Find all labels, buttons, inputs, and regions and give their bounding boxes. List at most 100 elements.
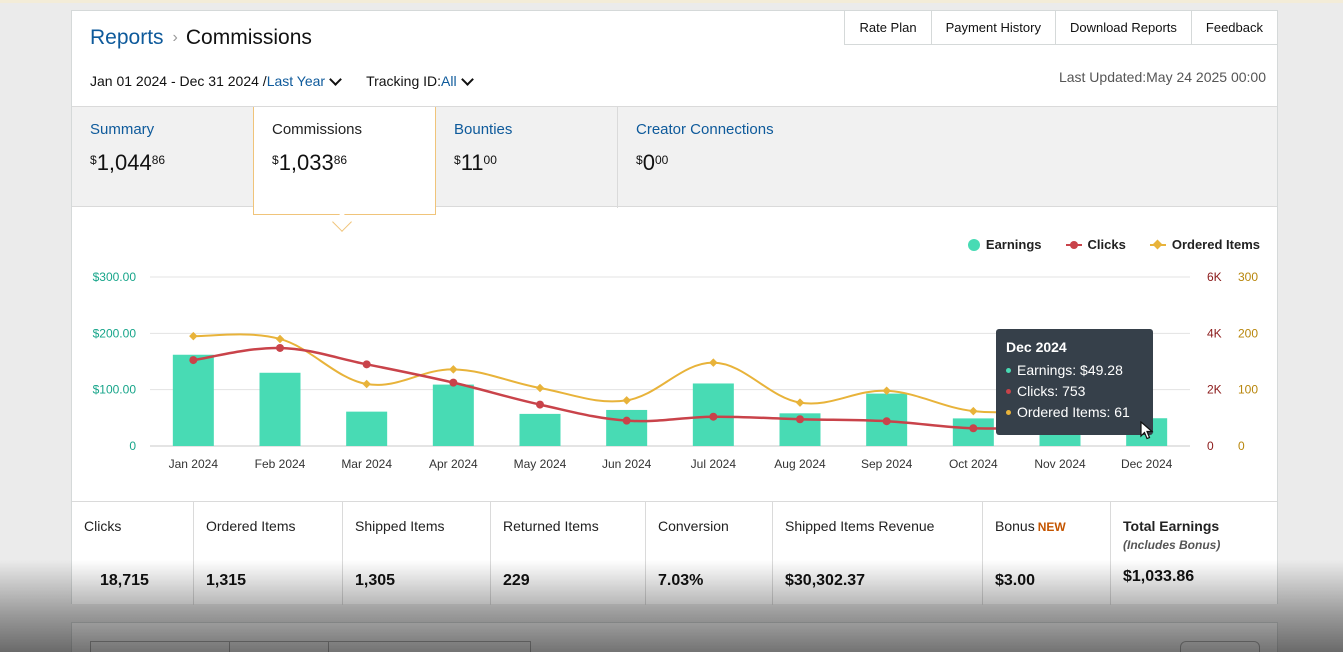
clicks-axis-tick: 2K bbox=[1207, 383, 1222, 397]
tab-creator-connections-amount: $0 00 bbox=[636, 150, 900, 176]
tab-bounties-amount: $11 00 bbox=[454, 150, 599, 176]
amount-whole: 11 bbox=[460, 150, 484, 175]
metric-label: Bonus NEW bbox=[995, 518, 1098, 534]
legend-ordered-items-label: Ordered Items bbox=[1171, 237, 1260, 252]
x-axis-tick: Nov 2024 bbox=[1034, 457, 1086, 471]
tooltip-clicks-text: Clicks: 753 bbox=[1017, 383, 1086, 399]
clicks-point bbox=[709, 412, 718, 421]
date-range-text: Jan 01 2024 - Dec 31 2024 / bbox=[90, 73, 267, 89]
earnings-bar bbox=[432, 384, 474, 446]
ordered-items-axis-tick: 200 bbox=[1238, 326, 1258, 340]
metric-shipped-items: Shipped Items 1,305 bbox=[343, 502, 491, 605]
x-axis-tick: Oct 2024 bbox=[949, 457, 998, 471]
x-axis-tick: Sep 2024 bbox=[861, 457, 913, 471]
top-border bbox=[0, 0, 1343, 3]
bonus-label: Bonus bbox=[995, 518, 1035, 534]
metric-value: $3.00 bbox=[995, 572, 1036, 589]
amount-whole: 1,033 bbox=[278, 150, 334, 175]
x-axis-tick: Apr 2024 bbox=[429, 457, 478, 471]
metric-value: 229 bbox=[503, 572, 530, 589]
new-badge: NEW bbox=[1037, 520, 1066, 534]
currency-symbol: $ bbox=[454, 153, 461, 167]
payment-history-button[interactable]: Payment History bbox=[931, 10, 1056, 45]
date-preset-dropdown[interactable]: Last Year bbox=[266, 73, 326, 89]
table-tab[interactable] bbox=[328, 641, 531, 652]
tooltip-row-ordered-items: Ordered Items: 61 bbox=[1006, 404, 1143, 420]
download-reports-button[interactable]: Download Reports bbox=[1055, 10, 1192, 45]
metric-returned-items: Returned Items 229 bbox=[491, 502, 646, 605]
metric-label: Total Earnings bbox=[1123, 518, 1220, 534]
metric-value: $1,033.86 bbox=[1123, 568, 1195, 585]
metric-label: Shipped Items Revenue bbox=[785, 518, 935, 534]
earnings-dot-icon bbox=[967, 238, 980, 251]
rate-plan-button[interactable]: Rate Plan bbox=[844, 10, 932, 45]
summary-tabs: Summary $1,044 86 Commissions $1,033 86 Bo… bbox=[72, 106, 1277, 215]
clicks-dot-icon bbox=[1006, 388, 1011, 394]
clicks-axis-tick: 4K bbox=[1207, 326, 1222, 340]
date-filter-row: Jan 01 2024 - Dec 31 2024 / Last Year Tr… bbox=[90, 72, 480, 89]
ordered-items-point bbox=[275, 334, 285, 344]
ordered-items-line-icon bbox=[1149, 239, 1166, 249]
ordered-items-point bbox=[535, 383, 545, 393]
currency-symbol: $ bbox=[90, 153, 97, 167]
ordered-items-axis-tick: 300 bbox=[1238, 270, 1258, 284]
metric-shipped-items-revenue: Shipped Items Revenue $30,302.37 bbox=[773, 502, 983, 605]
chevron-down-icon[interactable] bbox=[329, 72, 342, 86]
breadcrumb-reports-link[interactable]: Reports bbox=[90, 26, 164, 49]
clicks-point bbox=[449, 378, 458, 387]
tab-summary[interactable]: Summary $1,044 86 bbox=[72, 107, 254, 208]
breadcrumb: Reports › Commissions bbox=[90, 26, 312, 50]
tab-summary-title: Summary bbox=[90, 121, 155, 138]
tooltip-row-earnings: Earnings: $49.28 bbox=[1006, 362, 1143, 378]
amount-cents: 00 bbox=[654, 153, 669, 167]
tab-commissions-title: Commissions bbox=[272, 121, 363, 138]
tab-bounties[interactable]: Bounties $11 00 bbox=[436, 107, 618, 208]
ordered-items-point bbox=[362, 379, 371, 389]
x-axis-tick: Feb 2024 bbox=[255, 457, 306, 471]
earnings-bar bbox=[259, 372, 301, 446]
tab-commissions[interactable]: Commissions $1,033 86 bbox=[253, 107, 436, 215]
clicks-point bbox=[622, 416, 631, 425]
table-action-button[interactable] bbox=[1180, 641, 1260, 652]
legend-clicks-label: Clicks bbox=[1087, 237, 1126, 252]
tracking-id-value[interactable]: All bbox=[441, 73, 457, 89]
feedback-button[interactable]: Feedback bbox=[1191, 10, 1278, 45]
tab-bounties-title: Bounties bbox=[454, 121, 513, 138]
table-tab[interactable] bbox=[90, 641, 230, 652]
left-axis-tick: $100.00 bbox=[93, 383, 137, 397]
x-axis-tick: Jun 2024 bbox=[602, 457, 652, 471]
clicks-axis-tick: 0 bbox=[1207, 439, 1214, 453]
ordered-items-point bbox=[622, 396, 631, 405]
metric-value: 18,715 bbox=[100, 572, 149, 589]
earnings-dot-icon bbox=[1006, 367, 1011, 373]
left-axis-tick: 0 bbox=[129, 439, 136, 453]
tooltip-title: Dec 2024 bbox=[1006, 339, 1067, 355]
legend-clicks[interactable]: Clicks bbox=[1065, 237, 1126, 252]
chevron-down-icon[interactable] bbox=[460, 72, 474, 86]
ordered-items-point bbox=[882, 386, 891, 396]
metric-conversion: Conversion 7.03% bbox=[646, 502, 773, 605]
amount-cents: 86 bbox=[333, 153, 348, 167]
chart-legend: Earnings Clicks Ordered Items bbox=[944, 237, 1260, 252]
clicks-line bbox=[193, 346, 1147, 430]
metric-label: Shipped Items bbox=[355, 518, 445, 534]
metric-value: $30,302.37 bbox=[785, 572, 866, 589]
clicks-point bbox=[969, 424, 978, 433]
mouse-cursor-icon bbox=[1140, 421, 1154, 440]
tab-creator-connections-title: Creator Connections bbox=[636, 121, 774, 138]
x-axis-tick: Aug 2024 bbox=[774, 457, 826, 471]
metric-label: Ordered Items bbox=[206, 518, 296, 534]
tab-creator-connections[interactable]: Creator Connections $0 00 bbox=[618, 107, 918, 208]
ordered-items-axis-tick: 100 bbox=[1238, 383, 1258, 397]
amount-cents: 00 bbox=[483, 153, 497, 167]
metric-ordered-items: Ordered Items 1,315 bbox=[194, 502, 343, 605]
x-axis-tick: Dec 2024 bbox=[1121, 457, 1173, 471]
tracking-id-filter[interactable]: Tracking ID: All bbox=[366, 72, 480, 89]
legend-ordered-items[interactable]: Ordered Items bbox=[1149, 237, 1260, 252]
metric-value: 7.03% bbox=[658, 572, 704, 589]
clicks-point bbox=[189, 356, 198, 365]
breadcrumb-separator-icon: › bbox=[172, 29, 178, 46]
table-tab[interactable] bbox=[229, 641, 329, 652]
x-axis-tick: Jul 2024 bbox=[691, 457, 737, 471]
legend-earnings[interactable]: Earnings bbox=[967, 237, 1042, 252]
